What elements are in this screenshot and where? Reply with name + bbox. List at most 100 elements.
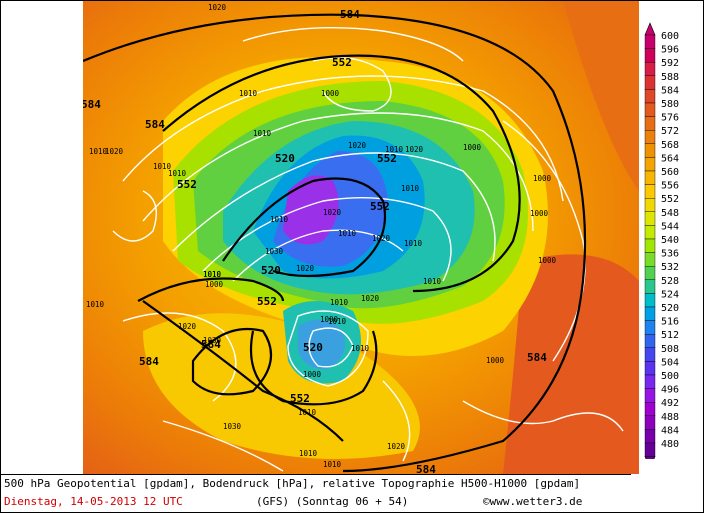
legend-label: 528 — [661, 276, 679, 287]
contour-label: 584 — [527, 351, 547, 364]
contour-label: 520 — [275, 152, 295, 165]
legend-swatch — [644, 211, 656, 226]
pressure-label: 1000 — [320, 315, 339, 324]
legend-swatch — [644, 429, 656, 444]
pressure-label: 1020 — [208, 3, 227, 12]
europe-low — [298, 319, 346, 370]
pressure-label: 1000 — [538, 256, 557, 265]
violet-core — [283, 175, 339, 245]
legend-label: 600 — [661, 31, 679, 42]
pressure-label: 1010 — [385, 145, 404, 154]
legend-swatch — [644, 279, 656, 294]
legend-label: 552 — [661, 194, 679, 205]
contour-label: 584 — [340, 8, 360, 21]
contour-label: 584 — [416, 463, 436, 474]
pressure-label: 1020 — [296, 264, 315, 273]
pressure-label: 1010 — [323, 460, 342, 469]
legend-swatch — [644, 197, 656, 212]
pressure-label: 1020 — [387, 442, 406, 451]
legend-swatch — [644, 415, 656, 430]
legend-swatch — [644, 334, 656, 349]
legend-swatch — [644, 347, 656, 362]
contour-label: 552 — [257, 295, 277, 308]
legend-swatch — [644, 442, 656, 457]
color-legend: 600 596 592 588 584 580 576 572 568 564 560 556 552 5… — [644, 22, 679, 459]
legend-swatch — [644, 143, 656, 158]
pressure-label: 1010 — [86, 300, 105, 309]
pressure-label: 1010 — [423, 277, 442, 286]
legend-swatch — [644, 388, 656, 403]
source-credit: ©www.wetter3.de — [483, 495, 583, 508]
model-run: (GFS) (Sonntag 06 + 54) — [256, 495, 409, 508]
pressure-label: 1010 — [328, 317, 347, 326]
warm-region — [563, 1, 639, 191]
warm-region — [503, 254, 639, 474]
pressure-label: 1020 — [348, 141, 367, 150]
pressure-label: 1030 — [265, 247, 284, 256]
legend-label: 512 — [661, 330, 679, 341]
legend-label: 532 — [661, 262, 679, 273]
pressure-label: 1030 — [223, 422, 242, 431]
legend-label: 516 — [661, 317, 679, 328]
legend-swatch — [644, 184, 656, 199]
legend-swatch — [644, 34, 656, 49]
legend-label: 548 — [661, 208, 679, 219]
pressure-label: 1010 — [89, 147, 108, 156]
contour-label: 584 — [83, 98, 101, 111]
pressure-label: 1000 — [303, 370, 322, 379]
contour-label: 552 — [177, 178, 197, 191]
legend-label: 576 — [661, 113, 679, 124]
pressure-label: 1020 — [405, 145, 424, 154]
legend-swatch — [644, 306, 656, 321]
pressure-label: 1030 — [203, 336, 222, 345]
contour-label: 520 — [303, 341, 323, 354]
legend-swatch — [644, 102, 656, 117]
legend-label: 524 — [661, 289, 679, 300]
pressure-label: 1010 — [253, 129, 272, 138]
pressure-label: 1000 — [463, 143, 482, 152]
contour-label: 520 — [261, 264, 281, 277]
pressure-label: 1020 — [361, 294, 380, 303]
pressure-label: 1010 — [168, 169, 187, 178]
contour-label: 584 — [145, 118, 165, 131]
legend-label: 520 — [661, 303, 679, 314]
pressure-label: 1020 — [323, 208, 342, 217]
legend-label: 480 — [661, 439, 679, 450]
legend-label: 536 — [661, 249, 679, 260]
contour-label: 552 — [377, 152, 397, 165]
caption-bar: 500 hPa Geopotential [gpdam], Bodendruck… — [1, 474, 631, 513]
legend-swatch — [644, 170, 656, 185]
contour-label: 552 — [370, 200, 390, 213]
legend-label: 564 — [661, 153, 679, 164]
pressure-label: 1010 — [203, 270, 222, 279]
pressure-label: 1000 — [533, 174, 552, 183]
legend-label: 492 — [661, 398, 679, 409]
legend-swatch — [644, 62, 656, 77]
contour-label: 552 — [332, 56, 352, 69]
legend-swatch — [644, 252, 656, 267]
legend-label: 556 — [661, 181, 679, 192]
legend-swatch — [644, 48, 656, 63]
pressure-label: 1020 — [178, 322, 197, 331]
legend-swatch — [644, 225, 656, 240]
pressure-label: 1010 — [330, 298, 349, 307]
legend-swatch — [644, 129, 656, 144]
legend-swatch — [644, 89, 656, 104]
legend-label: 540 — [661, 235, 679, 246]
legend-arrow-bottom — [644, 456, 656, 459]
legend-swatch — [644, 374, 656, 389]
legend-arrow-top — [644, 22, 656, 36]
pressure-label: 1000 — [321, 89, 340, 98]
legend-swatch — [644, 238, 656, 253]
pressure-label-layer: 1020 1010 1000 1010 1020 1010 1020 1020 … — [86, 3, 557, 469]
pressure-label: 1010 — [401, 184, 420, 193]
pressure-label: 1010 — [404, 239, 423, 248]
legend-label: 580 — [661, 99, 679, 110]
legend-swatch — [644, 116, 656, 131]
pressure-label: 1010 — [351, 344, 370, 353]
legend-label: 500 — [661, 371, 679, 382]
pressure-label: 1000 — [486, 356, 505, 365]
legend-swatch — [644, 265, 656, 280]
pressure-label: 1010 — [299, 449, 318, 458]
legend-label: 508 — [661, 344, 679, 355]
